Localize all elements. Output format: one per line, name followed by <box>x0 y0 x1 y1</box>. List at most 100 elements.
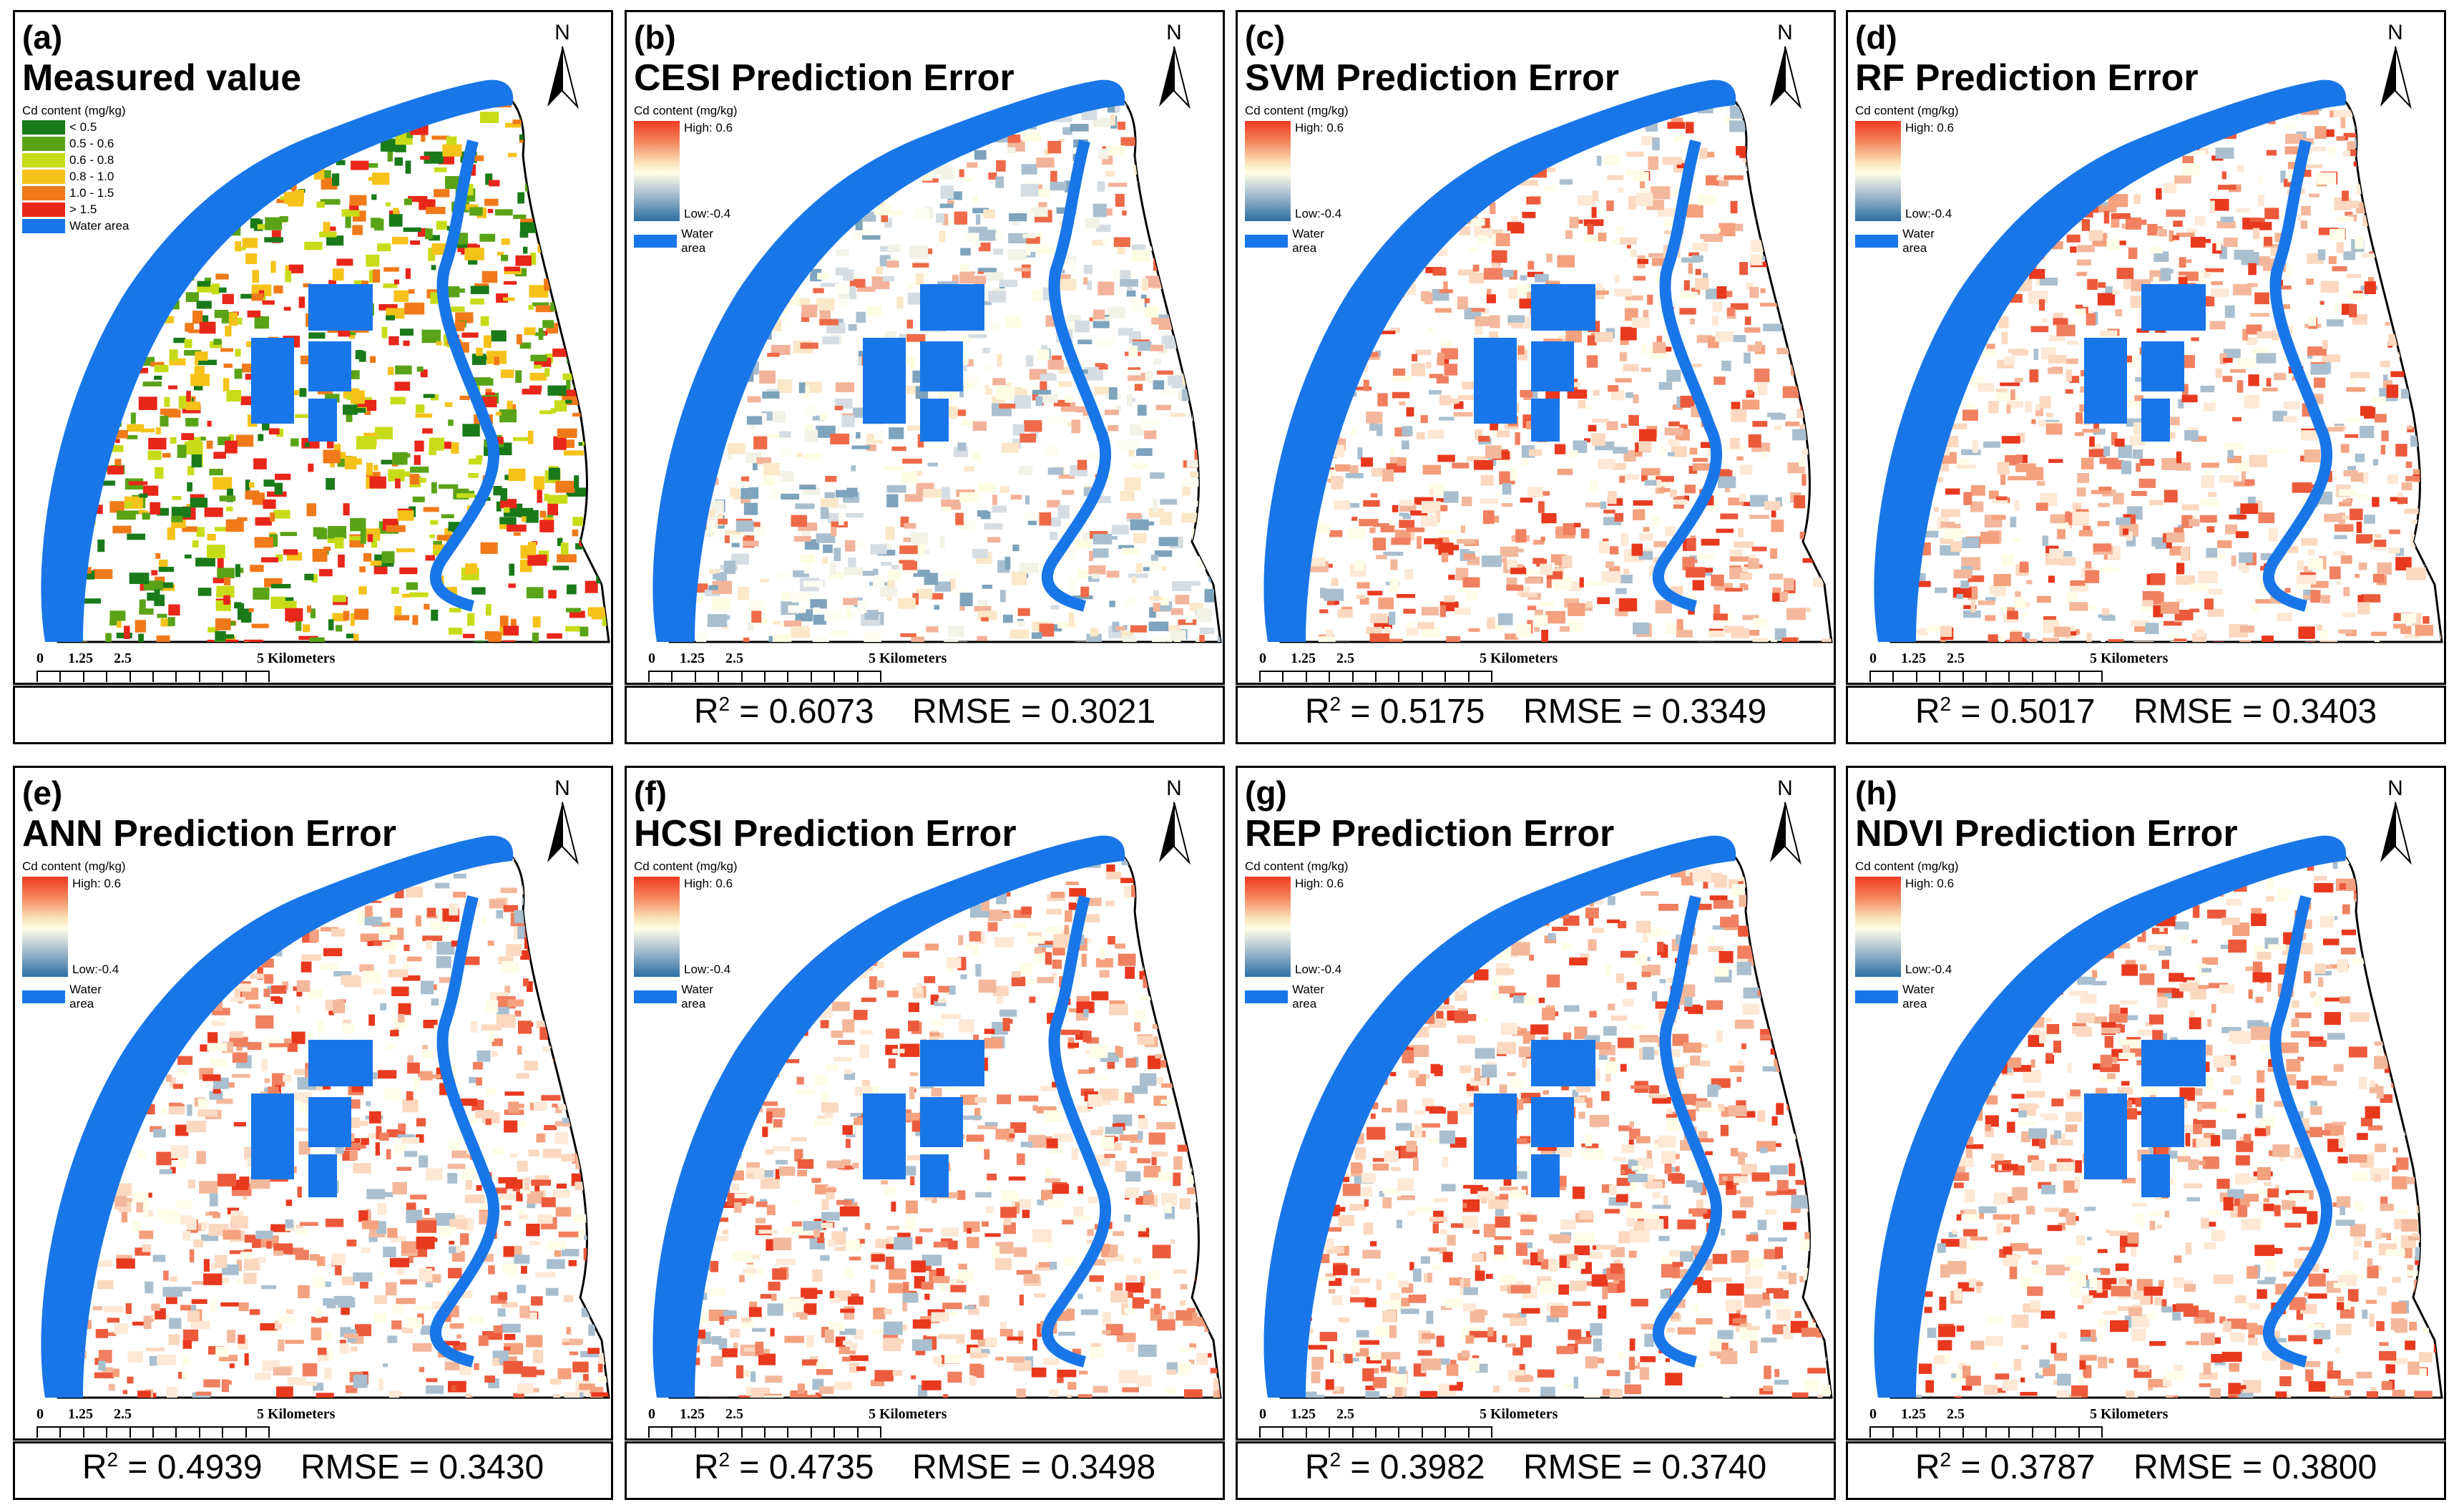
water-block <box>2141 1097 2184 1147</box>
map-frame: (c) SVM Prediction Error N Cd content (mg/k… <box>1236 10 1836 685</box>
water-block <box>2141 399 2170 442</box>
scale-line <box>1259 671 1492 683</box>
scale-tick <box>82 1428 84 1438</box>
scale-tick <box>1869 1428 1871 1438</box>
legend-title: Cd content (mg/kg) <box>634 859 738 873</box>
ramp-low-label: Low:-0.4 <box>72 963 119 976</box>
r2-superscript: 2 <box>718 693 730 715</box>
scale-labels: 0 1.25 2.5 5 Kilometers <box>1259 1406 1617 1423</box>
scale-tick <box>36 1428 38 1438</box>
scale-label: 1.25 <box>68 651 93 666</box>
scale-tick <box>1915 1428 1917 1438</box>
map-canvas <box>1263 835 1833 1399</box>
legend-ramp: High: 0.6 Low:-0.4 Water area <box>1245 121 1349 255</box>
r2-label: R <box>1915 1448 1940 1486</box>
scale-tick <box>1962 1428 1964 1438</box>
water-block <box>863 1093 906 1179</box>
north-arrow-icon <box>547 46 579 109</box>
scale-label: 2.5 <box>1947 1406 1965 1422</box>
scale-tick <box>1259 672 1261 682</box>
map-legend: Cd content (mg/kg) High: 0.6 Low:-0.4 Water… <box>1855 859 1959 1010</box>
legend-class: < 0.5 <box>22 120 129 135</box>
map-panel: (d) RF Prediction Error N Cd content (mg/kg… <box>1846 10 2446 744</box>
legend-water-label: Water area <box>1292 983 1324 1010</box>
scale-tick <box>1491 672 1492 682</box>
rmse-value: RMSE = 0.3403 <box>2133 693 2377 731</box>
scale-tick <box>36 672 38 682</box>
map-panel: (f) HCSI Prediction Error N Cd content (mg/… <box>625 766 1225 1500</box>
legend-water: Water area <box>22 219 129 233</box>
scale-label: 2.5 <box>725 651 743 666</box>
map-panel: (a) Measured value N Cd content (mg/kg) < 0.… <box>13 10 613 744</box>
scale-tick <box>1305 1428 1307 1438</box>
legend-class: > 1.5 <box>22 203 129 217</box>
scale-label: 5 Kilometers <box>2090 1406 2169 1422</box>
scale-tick <box>198 1428 200 1438</box>
r2-label: R <box>82 1448 107 1486</box>
north-label: N <box>2387 776 2403 800</box>
rmse-value: RMSE = 0.3021 <box>911 693 1156 731</box>
scale-tick <box>694 672 696 682</box>
north-arrow: N <box>2370 21 2420 110</box>
legend-swatch <box>1245 990 1289 1003</box>
panel-letter: (d) <box>1855 19 1897 56</box>
rmse-value: RMSE = 0.3349 <box>1522 693 1767 731</box>
water-block <box>2084 338 2127 424</box>
water-block <box>308 1154 337 1197</box>
map-panel: (c) SVM Prediction Error N Cd content (mg/k… <box>1236 10 1836 744</box>
scale-label: 0 <box>648 651 655 666</box>
water-block <box>2084 1093 2127 1179</box>
scale-tick <box>2055 1428 2057 1438</box>
r2-superscript: 2 <box>1940 1448 1952 1471</box>
legend-title: Cd content (mg/kg) <box>1855 104 1959 117</box>
scale-label: 5 Kilometers <box>1480 651 1558 666</box>
legend-title: Cd content (mg/kg) <box>1245 104 1349 117</box>
scale-labels: 0 1.25 2.5 5 Kilometers <box>36 651 394 668</box>
legend-water-label: Water area <box>69 219 129 233</box>
legend-class-label: < 0.5 <box>69 120 97 134</box>
scale-tick <box>222 1428 224 1438</box>
map-legend: Cd content (mg/kg) High: 0.6 Low:-0.4 Water… <box>1245 104 1349 255</box>
scale-label: 0 <box>36 651 44 666</box>
water-block <box>1474 1093 1517 1179</box>
scale-label: 2.5 <box>725 1406 743 1422</box>
water-block <box>863 338 906 424</box>
scale-tick <box>1329 1428 1331 1438</box>
scale-tick <box>740 672 743 682</box>
scale-tick <box>787 1428 789 1438</box>
scale-tick <box>1259 1428 1261 1438</box>
legend-swatch <box>22 219 65 233</box>
accuracy-stats: R2 = 0.5175 RMSE = 0.3349 <box>1238 692 1834 731</box>
scale-labels: 0 1.25 2.5 5 Kilometers <box>648 1406 1006 1423</box>
r2-superscript: 2 <box>1940 693 1952 715</box>
scale-tick <box>1467 1428 1470 1438</box>
scale-label: 1.25 <box>1291 1406 1316 1422</box>
map-frame: (g) REP Prediction Error N Cd content (mg/k… <box>1236 766 1836 1441</box>
panel-title: REP Prediction Error <box>1245 813 1615 854</box>
legend-ramp: High: 0.6 Low:-0.4 Water area <box>22 877 126 1010</box>
legend-class-label: 0.6 - 0.8 <box>69 153 114 167</box>
water-block <box>920 284 984 331</box>
r2-label: R <box>1915 693 1940 731</box>
water-block <box>251 1093 294 1179</box>
scale-tick <box>268 1428 270 1438</box>
legend-water: Water area <box>634 983 738 1011</box>
scale-label: 1.25 <box>680 651 705 666</box>
color-ramp <box>1245 121 1291 221</box>
north-label: N <box>1166 21 1182 44</box>
map-canvas <box>1874 79 2443 643</box>
ramp-high-label: High: 0.6 <box>1295 877 1344 890</box>
scale-tick <box>740 1428 743 1438</box>
scale-tick <box>2008 1428 2010 1438</box>
color-ramp <box>1245 877 1291 977</box>
scale-bar: 0 1.25 2.5 5 Kilometers <box>36 651 394 683</box>
scale-labels: 0 1.25 2.5 5 Kilometers <box>36 1406 394 1423</box>
stats-box: R2 = 0.3982 RMSE = 0.3740 <box>1236 1441 1836 1500</box>
map-frame: (f) HCSI Prediction Error N Cd content (mg/… <box>625 766 1225 1441</box>
inner-river <box>429 140 500 612</box>
north-label: N <box>1166 776 1182 800</box>
river-band <box>1874 79 2347 643</box>
scale-tick <box>245 1428 247 1438</box>
inner-river <box>2262 140 2333 612</box>
panel-title: NDVI Prediction Error <box>1855 813 2238 854</box>
